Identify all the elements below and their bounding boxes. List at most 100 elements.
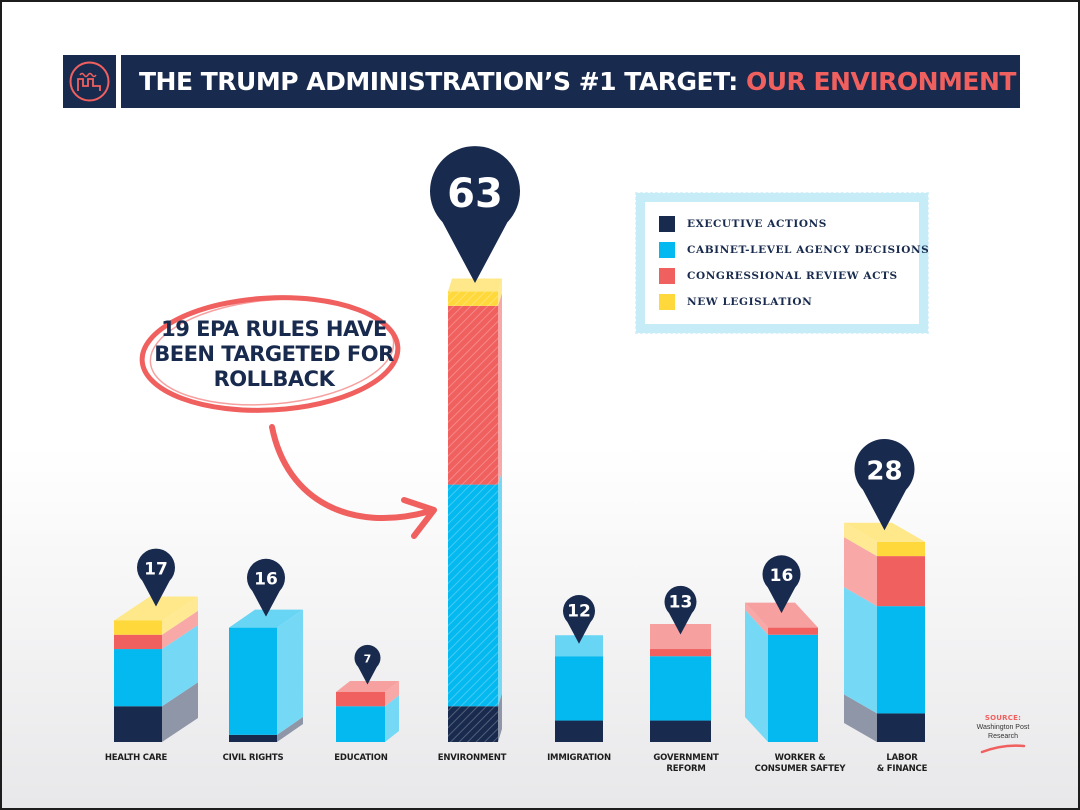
pin-value-6: 16 bbox=[770, 566, 794, 586]
bar-side-0-2 bbox=[162, 610, 198, 650]
bar-segment-0-0 bbox=[114, 706, 162, 742]
bar-segment-1-0 bbox=[229, 734, 277, 742]
legend-label-congressional: CONGRESSIONAL REVIEW ACTS bbox=[687, 270, 898, 282]
bar-hatch-3-0 bbox=[448, 706, 498, 742]
bar-top-3 bbox=[448, 278, 502, 292]
bar-side-3-3 bbox=[498, 278, 502, 306]
pin-value-7: 28 bbox=[866, 457, 902, 487]
bar-segment-6-1 bbox=[768, 634, 818, 742]
pin-marker-1 bbox=[247, 558, 285, 617]
legend-item-legislation: NEW LEGISLATION bbox=[659, 294, 812, 310]
bar-segment-7-1 bbox=[877, 606, 925, 714]
callout-text: 19 EPA RULES HAVE BEEN TARGETED FOR ROLL… bbox=[154, 316, 394, 391]
category-label-worker-consumer-safety: WORKER & CONSUMER SAFTEY bbox=[754, 753, 846, 774]
pin-marker-5 bbox=[664, 585, 697, 635]
legend-item-executive: EXECUTIVE ACTIONS bbox=[659, 216, 827, 232]
title-main: THE TRUMP ADMINISTRATION’S #1 TARGET: bbox=[139, 67, 746, 96]
legend-label-executive: EXECUTIVE ACTIONS bbox=[687, 218, 827, 230]
legend-swatch-congressional bbox=[659, 268, 675, 284]
pin-value-2: 7 bbox=[364, 652, 372, 665]
title-bar: THE TRUMP ADMINISTRATION’S #1 TARGET: OU… bbox=[121, 55, 1020, 108]
bar-side-7-2 bbox=[844, 537, 877, 607]
bar-segment-5-2 bbox=[650, 649, 711, 657]
bar-side-6-1 bbox=[745, 609, 768, 742]
category-label-labor-finance: LABOR & FINANCE bbox=[876, 753, 928, 774]
bar-segment-4-0 bbox=[555, 720, 603, 742]
legend: EXECUTIVE ACTIONS CABINET-LEVEL AGENCY D… bbox=[635, 192, 929, 334]
pin-marker-3 bbox=[430, 146, 520, 284]
bar-segment-1-1 bbox=[229, 627, 277, 735]
bar-top-6 bbox=[745, 602, 818, 628]
bar-segment-4-1 bbox=[555, 656, 603, 721]
pin-marker-4 bbox=[563, 594, 595, 644]
callout-ellipse bbox=[139, 295, 401, 413]
bar-segment-2-2 bbox=[336, 691, 385, 707]
legend-swatch-cabinet bbox=[659, 242, 675, 258]
category-label-environment: ENVIRONMENT bbox=[437, 753, 507, 763]
pin-marker-6 bbox=[762, 555, 801, 614]
pin-value-3: 63 bbox=[447, 171, 503, 217]
bar-side-3-0 bbox=[498, 693, 502, 742]
bar-segment-5-0 bbox=[650, 720, 711, 742]
pin-marker-0 bbox=[137, 548, 175, 607]
bar-hatch-3-3 bbox=[448, 291, 498, 306]
category-label-government-reform: GOVERNMENT REFORM bbox=[653, 753, 719, 774]
bar-top-7 bbox=[844, 522, 925, 542]
pin-value-0: 17 bbox=[144, 559, 168, 579]
bar-side-1-1 bbox=[277, 609, 303, 735]
bar-top-0 bbox=[114, 596, 198, 621]
bar-top-1 bbox=[229, 609, 303, 628]
bar-top-2 bbox=[336, 680, 399, 692]
bar-hatch-3-2 bbox=[448, 305, 498, 485]
legend-item-cabinet: CABINET-LEVEL AGENCY DECISIONS bbox=[659, 242, 929, 258]
bar-side-0-0 bbox=[162, 682, 198, 742]
category-label-education: EDUCATION bbox=[334, 753, 388, 763]
logo bbox=[63, 55, 116, 108]
pin-value-1: 16 bbox=[254, 569, 278, 589]
bar-segment-0-2 bbox=[114, 634, 162, 650]
source-text: Washington Post Research bbox=[976, 724, 1030, 740]
bar-side-0-3 bbox=[162, 596, 198, 635]
source-underline bbox=[980, 744, 1026, 754]
bar-side-7-3 bbox=[844, 522, 877, 557]
legend-label-cabinet: CABINET-LEVEL AGENCY DECISIONS bbox=[687, 244, 930, 256]
page-title: THE TRUMP ADMINISTRATION’S #1 TARGET: OU… bbox=[139, 67, 1016, 96]
bar-side-2-2 bbox=[385, 680, 399, 707]
bar-segment-7-0 bbox=[877, 713, 925, 742]
bar-segment-7-3 bbox=[877, 541, 925, 557]
source-note: SOURCE: Washington Post Research bbox=[968, 714, 1038, 760]
bar-segment-0-1 bbox=[114, 649, 162, 707]
bar-segment-6-2 bbox=[768, 627, 818, 635]
legend-label-legislation: NEW LEGISLATION bbox=[687, 296, 813, 308]
bar-segment-0-3 bbox=[114, 620, 162, 635]
bar-side-7-1 bbox=[844, 587, 877, 714]
bar-segment-7-2 bbox=[877, 556, 925, 607]
bar-hatch-3-1 bbox=[448, 484, 498, 707]
callout-arrow-head bbox=[401, 497, 437, 539]
category-label-civil-rights: CIVIL RIGHTS bbox=[222, 753, 284, 763]
callout-ellipse-inner bbox=[149, 298, 395, 406]
bar-top-4 bbox=[555, 635, 603, 657]
bar-top-5 bbox=[650, 624, 711, 650]
category-label-health-care: HEALTH CARE bbox=[104, 753, 168, 763]
source-title: SOURCE: bbox=[984, 714, 1022, 722]
legend-item-congressional: CONGRESSIONAL REVIEW ACTS bbox=[659, 268, 898, 284]
bar-segment-5-1 bbox=[650, 656, 711, 721]
bar-side-3-1 bbox=[498, 471, 502, 707]
bar-segment-2-1 bbox=[336, 706, 385, 742]
pin-marker-2 bbox=[354, 644, 381, 685]
pin-value-5: 13 bbox=[669, 593, 693, 613]
bar-side-0-1 bbox=[162, 625, 198, 707]
bar-side-3-2 bbox=[498, 292, 502, 485]
bar-side-7-0 bbox=[844, 694, 877, 742]
pin-value-4: 12 bbox=[567, 602, 591, 622]
category-label-immigration: IMMIGRATION bbox=[547, 753, 611, 763]
callout-arrow-line bbox=[269, 424, 430, 522]
legend-swatch-legislation bbox=[659, 294, 675, 310]
bar-side-2-1 bbox=[385, 695, 399, 742]
bar-side-1-0 bbox=[277, 716, 303, 742]
legend-swatch-executive bbox=[659, 216, 675, 232]
title-accent: OUR ENVIRONMENT bbox=[745, 67, 1017, 96]
